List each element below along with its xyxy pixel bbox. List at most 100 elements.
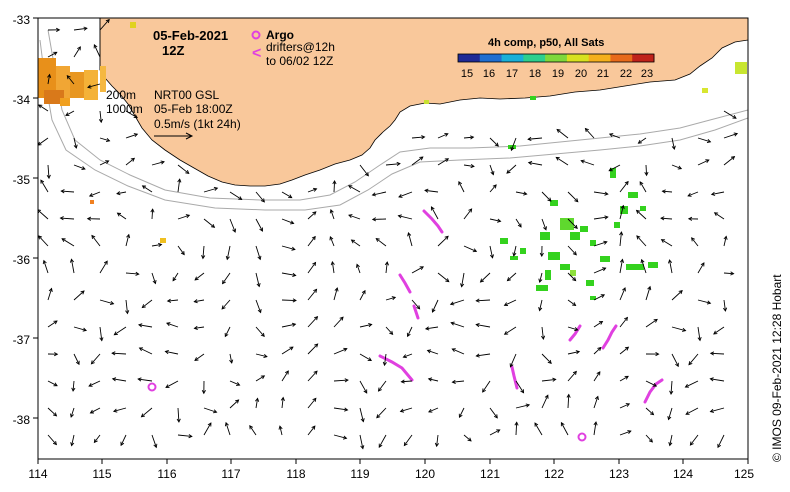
colorbar-swatch <box>632 54 655 62</box>
scale-label: 0.5m/s (1kt 24h) <box>154 117 241 131</box>
argo-legend-symbol <box>251 30 261 40</box>
current-vector <box>385 296 396 301</box>
current-vector-head <box>434 442 440 448</box>
current-vector-head <box>111 351 116 356</box>
current-vector <box>539 299 543 311</box>
current-vector-head <box>86 216 92 221</box>
current-vector-head <box>566 393 571 398</box>
current-vector <box>515 218 522 228</box>
current-vector-head <box>130 157 136 162</box>
current-vector-head <box>572 277 577 282</box>
current-vector-head <box>449 301 455 306</box>
current-vector <box>359 164 369 177</box>
argo-float[interactable] <box>577 432 587 442</box>
current-vector-head <box>541 335 546 340</box>
current-vector <box>661 217 673 220</box>
current-vector <box>723 236 727 247</box>
current-vector <box>489 137 499 147</box>
current-vector-head <box>133 114 138 119</box>
current-vector <box>375 238 387 247</box>
current-vector-head <box>682 327 687 332</box>
current-vector <box>88 380 101 387</box>
current-vector-head <box>640 258 645 264</box>
current-vector <box>489 429 500 436</box>
current-vector <box>376 407 387 419</box>
scale-arrow <box>154 132 194 140</box>
current-vector <box>425 326 439 330</box>
colorbar-tick: 19 <box>552 68 564 80</box>
current-vector <box>333 287 338 301</box>
current-vector <box>307 262 316 274</box>
current-vector <box>177 245 185 255</box>
current-vector-head <box>635 209 641 214</box>
current-vector-head <box>278 425 283 430</box>
current-vector <box>73 164 86 170</box>
current-vector <box>411 136 425 139</box>
current-vector <box>687 191 699 197</box>
argo-float[interactable] <box>147 382 157 392</box>
current-vector-head <box>53 382 58 387</box>
current-vector <box>66 75 75 85</box>
current-vector <box>372 191 387 196</box>
current-vector-head <box>593 421 598 426</box>
current-vector <box>307 370 318 382</box>
current-vector-head <box>125 310 130 315</box>
current-vector <box>541 353 552 364</box>
map-date: 05-Feb-2021 <box>153 28 228 43</box>
current-vector-head <box>624 316 628 322</box>
current-vector <box>458 181 465 193</box>
current-vector <box>671 326 686 332</box>
current-vector-head <box>229 359 234 364</box>
x-tick-label: 120 <box>415 467 435 481</box>
current-vector <box>461 272 465 287</box>
current-vector-head <box>73 144 78 149</box>
current-vector <box>452 348 465 355</box>
current-vector-head <box>691 237 696 242</box>
current-vector <box>151 209 154 220</box>
current-vector <box>489 407 498 419</box>
current-vector-head <box>280 396 285 401</box>
current-vector <box>229 191 242 200</box>
current-vector <box>307 425 316 436</box>
current-vector <box>510 353 517 367</box>
x-tick-label: 115 <box>92 467 111 481</box>
current-vector <box>47 407 57 417</box>
current-vector <box>203 218 215 228</box>
current-vector-head <box>105 18 110 24</box>
current-vector-head <box>520 389 525 394</box>
current-vector-head <box>489 254 494 259</box>
current-vector <box>645 407 654 416</box>
current-vector <box>427 350 439 355</box>
colorbar-tick: 17 <box>506 68 518 80</box>
current-vector-head <box>360 445 365 450</box>
current-vector-head <box>314 343 319 348</box>
current-vector-head <box>525 403 531 408</box>
colorbar-swatch <box>501 54 524 62</box>
current-vector-head <box>260 332 265 338</box>
current-vector-head <box>77 46 81 51</box>
current-vector <box>40 179 49 193</box>
current-vector <box>99 110 102 123</box>
current-vector <box>281 299 296 301</box>
current-vector-head <box>111 377 117 382</box>
current-vector-head <box>709 377 714 382</box>
current-vector <box>47 434 57 445</box>
current-vector-head <box>382 361 387 367</box>
current-vector <box>556 157 569 166</box>
current-vector-head <box>42 259 47 265</box>
current-vector-head <box>600 294 606 298</box>
current-vector <box>515 380 524 393</box>
current-vector-head <box>555 156 560 161</box>
current-vector <box>255 375 265 382</box>
current-vector <box>73 326 87 331</box>
current-vector <box>65 110 75 116</box>
current-vector-head <box>138 347 144 352</box>
current-vector-head <box>364 172 369 177</box>
current-vector <box>407 232 413 247</box>
current-vector-head <box>547 359 552 365</box>
current-vector-head <box>604 191 609 196</box>
isobath-1000m-label: 1000m <box>106 102 143 116</box>
current-vector-head <box>419 266 425 271</box>
colorbar-swatch <box>479 54 503 62</box>
current-vector-head <box>730 156 736 161</box>
